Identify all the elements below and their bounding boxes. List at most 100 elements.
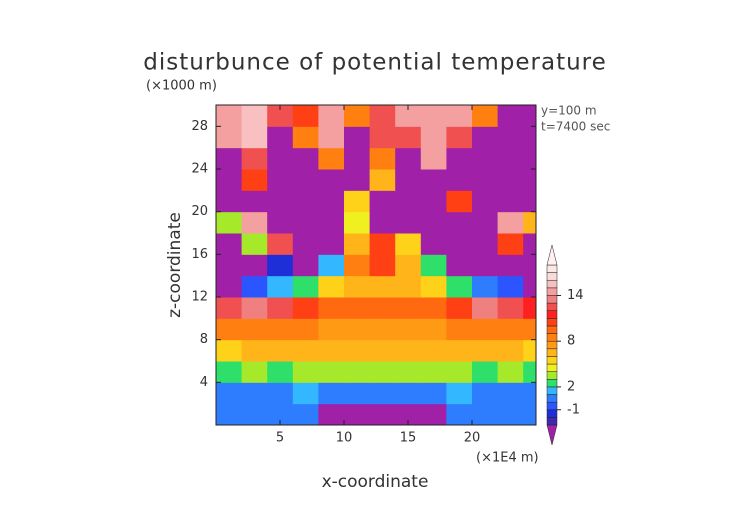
colorbar-tick-label: 14 [567, 288, 584, 303]
contour-cell [267, 318, 294, 341]
contour-cell [369, 318, 396, 341]
contour-cell [318, 275, 345, 298]
x-tick-label: 15 [400, 431, 417, 446]
contour-cell [523, 190, 537, 213]
colorbar-segment [546, 310, 558, 319]
contour-cell [497, 233, 524, 255]
colorbar-segment [546, 348, 558, 357]
contour-cell [318, 361, 345, 383]
contour-cell [267, 275, 294, 298]
contour-cell [446, 126, 473, 149]
contour-cell [420, 126, 447, 149]
contour-cell [216, 382, 243, 405]
contour-cell [369, 403, 396, 426]
contour-cell [446, 297, 473, 319]
contour-cell [420, 297, 447, 319]
colorbar-segment [546, 401, 558, 411]
contour-cell [267, 403, 294, 426]
contour-cell [420, 361, 447, 383]
y-tick-label: 12 [191, 290, 208, 305]
contour-cell [344, 297, 371, 319]
contour-cell [420, 169, 447, 191]
contour-cell [318, 403, 345, 426]
contour-cell [420, 147, 447, 170]
contour-cell [446, 211, 473, 234]
contour-cell [318, 382, 345, 405]
contour-cell [523, 105, 537, 127]
contour-cell [292, 361, 319, 383]
y-tick-label: 28 [191, 119, 208, 134]
contour-cell [216, 147, 243, 170]
contour-cell [472, 403, 499, 426]
contour-cell [446, 339, 473, 362]
contour-cell [292, 403, 319, 426]
contour-cell [318, 339, 345, 362]
contour-cell [318, 190, 345, 213]
contour-cell [216, 169, 243, 191]
contour-cell [369, 105, 396, 127]
contour-cell [344, 147, 371, 170]
contour-cell [446, 190, 473, 213]
contour-cell [497, 105, 524, 127]
contour-cell [446, 403, 473, 426]
colorbar-segment [546, 409, 558, 418]
contour-cell [523, 318, 537, 341]
contour-cell [267, 297, 294, 319]
contour-cell [267, 233, 294, 255]
contour-cell [369, 126, 396, 149]
contour-cell [497, 403, 524, 426]
contour-cell [523, 169, 537, 191]
contour-cell [344, 339, 371, 362]
contour-cell [497, 190, 524, 213]
contour-cell [267, 147, 294, 170]
contour-cell [241, 275, 268, 298]
colorbar-tick-label: 2 [567, 379, 575, 394]
contour-cell [446, 254, 473, 277]
contour-cell [292, 318, 319, 341]
colorbar-segment [546, 386, 558, 395]
contour-cell [369, 169, 396, 191]
annotation: t=7400 sec [541, 120, 610, 134]
contour-cell [446, 361, 473, 383]
plot-frame [215, 104, 537, 426]
contour-cell [216, 211, 243, 234]
contour-cell [420, 233, 447, 255]
contour-cell [472, 254, 499, 277]
colorbar-over [546, 244, 558, 266]
colorbar-segment [546, 340, 558, 350]
contour-cell [497, 254, 524, 277]
contour-cell [344, 254, 371, 277]
contour-cell [216, 339, 243, 362]
y-axis-label: z-coordinate [165, 212, 185, 318]
contour-cell [216, 275, 243, 298]
colorbar-segment [546, 356, 558, 365]
contour-cell [395, 169, 422, 191]
contour-cell [318, 126, 345, 149]
contour-cell [344, 211, 371, 234]
contour-cell [446, 275, 473, 298]
contour-cell [446, 105, 473, 127]
contour-cell [395, 361, 422, 383]
colorbar-segment [546, 287, 558, 296]
contour-cell [420, 403, 447, 426]
contour-cell [318, 233, 345, 255]
contour-cell [344, 275, 371, 298]
contour-cell [497, 211, 524, 234]
colorbar-segment [546, 363, 558, 372]
contour-cell [497, 339, 524, 362]
contour-cell [216, 361, 243, 383]
colorbar-segment [546, 264, 558, 273]
contour-cell [497, 297, 524, 319]
contour-cell [446, 318, 473, 341]
contour-cell [523, 233, 537, 255]
contour-cell [292, 382, 319, 405]
colorbar-segment [546, 272, 558, 281]
contour-cell [523, 147, 537, 170]
contour-cell [344, 233, 371, 255]
contour-cell [292, 147, 319, 170]
contour-cell [344, 126, 371, 149]
contour-cell [472, 297, 499, 319]
contour-cell [292, 339, 319, 362]
y-tick-label: 16 [191, 247, 208, 262]
x-tick-label: 5 [276, 431, 284, 446]
